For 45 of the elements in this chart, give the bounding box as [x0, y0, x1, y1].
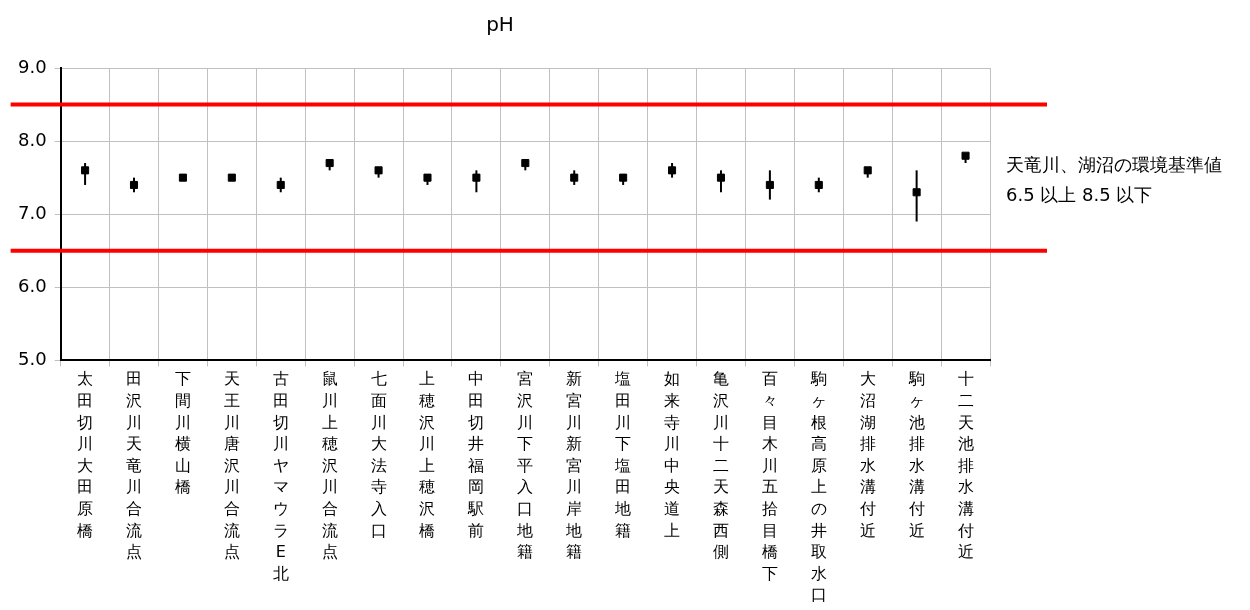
y-tick-label: 6.0	[17, 274, 47, 296]
point	[912, 188, 921, 197]
x-tick-label: 大沼湖排水溝付近	[858, 369, 876, 540]
point	[129, 180, 139, 189]
category-label: 鼠川上穂沢川合流点	[321, 369, 338, 562]
point	[765, 180, 774, 189]
point	[423, 173, 432, 182]
x-tick-label: 下間川横山橋	[174, 369, 191, 497]
point	[472, 173, 481, 182]
y-tick-label: 7.0	[17, 201, 47, 223]
category-label: 新宮川新宮川岸地籍	[566, 369, 583, 562]
x-tick-label: 駒ヶ池排水溝付近	[907, 369, 925, 540]
category-label: 宮沢川下平入口地籍	[517, 369, 534, 562]
y-tick-label: 8.0	[17, 128, 47, 150]
point	[961, 151, 970, 160]
x-tick-label: 上穂沢川上穂沢橋	[419, 369, 436, 540]
x-tick-label: 太田切川大田原橋	[77, 369, 94, 540]
point	[276, 180, 285, 189]
x-tick-label: 中田切井福岡駅前	[467, 369, 485, 540]
category-label: 亀沢川十二天森西側	[712, 369, 729, 562]
point	[570, 173, 579, 182]
text: 天竜川、湖沼の環境基準値 6.5 以上 8.5 以下	[1006, 153, 1223, 207]
point	[814, 180, 823, 189]
x-tick-label: 如来寺川中央道上	[664, 369, 681, 540]
chart-title: pH	[486, 12, 514, 37]
category-label: 駒ヶ根高原上の井取水口	[810, 369, 827, 605]
point	[863, 166, 872, 175]
point	[81, 166, 90, 175]
category-label: 十二天池排水溝付近	[957, 369, 974, 562]
category-label: 天王川唐沢川合流点	[223, 369, 240, 562]
point	[178, 173, 187, 182]
category-label: 百々目木川五拾目橋下	[761, 369, 778, 583]
x-tick-label: 塩田川下塩田地籍	[614, 369, 632, 540]
point	[619, 173, 628, 182]
y-tick-label: 9.0	[17, 55, 47, 77]
point	[374, 166, 383, 175]
y-tick-label: 5.0	[17, 348, 47, 370]
point	[325, 158, 334, 168]
category-label: 古田切川ヤマウラE北	[272, 369, 289, 583]
category-label: 田沢川天竜川合流点	[126, 369, 142, 562]
point	[521, 158, 530, 168]
point	[716, 173, 726, 182]
point	[227, 173, 236, 182]
x-tick-label: 七面川大法寺入口	[370, 369, 387, 540]
point	[668, 166, 677, 175]
